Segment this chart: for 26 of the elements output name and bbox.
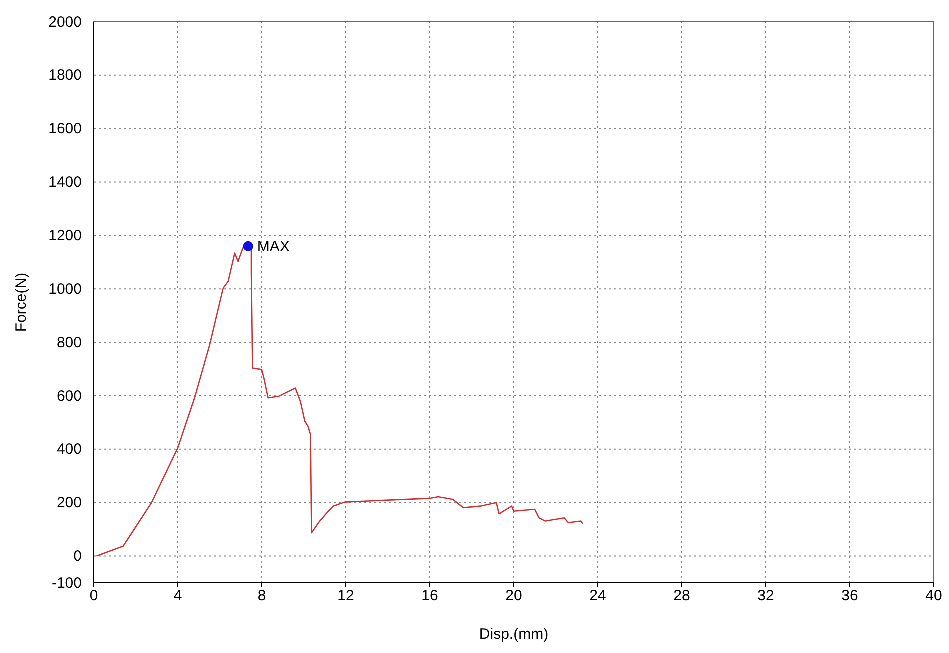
x-tick-label: 28 [674,588,690,605]
annotation: MAX [257,238,290,256]
x-axis-title: Disp.(mm) [479,626,549,643]
y-tick-label: 1000 [48,280,82,298]
y-tick-label: 1600 [48,120,82,138]
y-tick-label: 0 [74,548,82,566]
x-tick-label: 36 [842,588,858,605]
y-tick-label: 1400 [48,174,82,192]
x-tick-label: 20 [506,588,522,605]
y-tick-label: 400 [56,441,82,458]
y-tick-label: 800 [56,334,82,352]
x-tick-label: 12 [338,588,354,605]
y-tick-label: 600 [56,388,82,405]
x-tick-label: 32 [758,588,774,605]
x-tick-label: 24 [590,588,606,605]
y-tick-label: -100 [52,574,82,592]
y-tick-label: 1800 [48,67,82,84]
y-tick-label: 2000 [48,14,82,31]
y-axis-title: Force(N) [13,272,30,332]
x-tick-label: 16 [422,588,438,605]
x-tick-label: 8 [258,588,266,605]
y-tick-label: 200 [56,494,82,512]
x-tick-label: 40 [926,588,942,605]
x-tick-label: 0 [90,588,98,605]
y-tick-label: 1200 [48,228,82,245]
x-tick-label: 4 [174,588,182,605]
